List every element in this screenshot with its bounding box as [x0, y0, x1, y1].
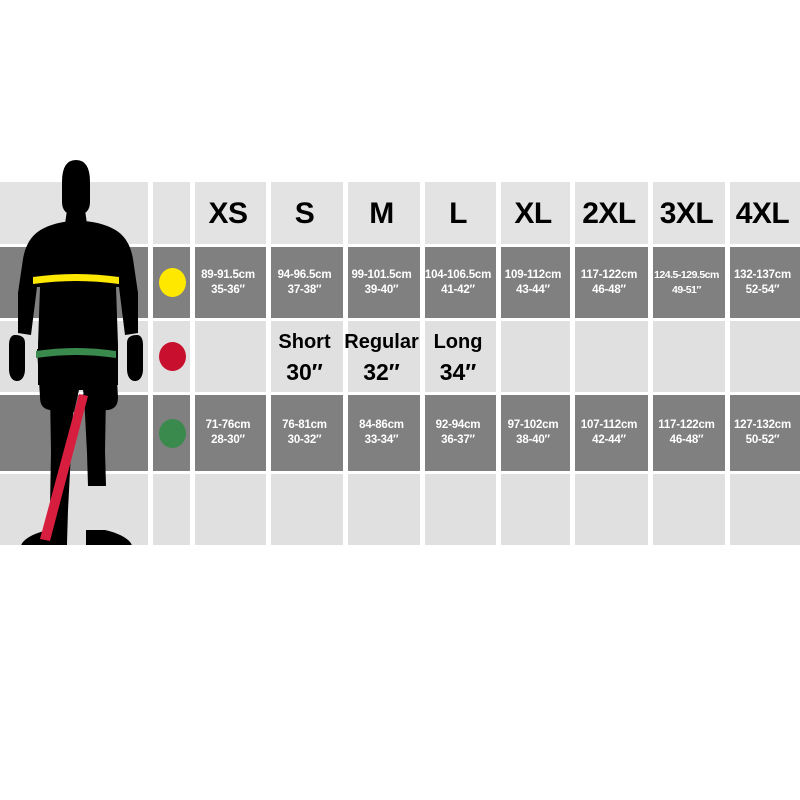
column-separator: [190, 182, 195, 545]
waist-measure-line: [36, 348, 116, 358]
chest-measure-line: [33, 274, 119, 284]
waist-cell-m: 84-86cm 33-34″: [359, 419, 404, 446]
waist-cell-s: 76-81cm 30-32″: [282, 419, 327, 446]
waist-cell-xl: 97-102cm 38-40″: [507, 419, 559, 446]
leg-length-cell-m: Regular 32″: [344, 330, 419, 385]
size-header-s: S: [294, 197, 315, 230]
row-separator: [0, 244, 800, 247]
footer-band: [0, 473, 800, 545]
leg-length-cell-3xl: [648, 320, 725, 393]
waist-cell-2xl: 107-112cm 42-44″: [580, 419, 638, 446]
chest-cell-l: 104-106.5cm 41-42″: [424, 268, 492, 296]
waist-cell-xs: 71-76cm 28-30″: [205, 419, 251, 446]
leg-length-cell-2xl: [570, 320, 648, 393]
leg-length-cell-xl: [496, 320, 570, 393]
waist-row-band: [0, 394, 800, 472]
column-separator: [343, 182, 348, 545]
leg-length-measure-line: [40, 394, 88, 541]
column-separator: [496, 182, 501, 545]
column-separator: [570, 182, 575, 545]
size-header-xs: XS: [208, 197, 248, 230]
leg-length-cell-l: Long 34″: [433, 330, 483, 385]
row-separator: [0, 318, 800, 321]
chest-row-marker-cell: [152, 246, 192, 319]
column-separator: [725, 182, 730, 545]
waist-cell-4xl: 127-132cm 50-52″: [733, 419, 792, 446]
chest-cell-4xl: 132-137cm 52-54″: [733, 268, 792, 296]
red-dot: [158, 342, 186, 371]
waist-row-marker-cell: [152, 394, 192, 472]
size-header-4xl: 4XL: [735, 197, 790, 230]
green-dot: [158, 418, 186, 448]
size-header-l: L: [449, 197, 467, 230]
leg-length-cell-4xl: [725, 320, 800, 393]
body-silhouette-figure: [0, 64, 152, 545]
leg-length-cell-xs: [190, 320, 266, 393]
chest-cell-xl: 109-112cm 43-44″: [504, 268, 562, 296]
waist-cell-l: 92-94cm 36-37″: [435, 419, 481, 446]
column-separator: [420, 182, 425, 545]
waist-cell-3xl: 117-122cm 46-48″: [658, 419, 715, 446]
row-separator: [0, 392, 800, 395]
size-header-m: M: [369, 197, 394, 230]
leg-length-cell-s: Short 30″: [278, 330, 331, 385]
column-separator: [148, 182, 153, 545]
size-chart: XS S M L XL 2XL 3XL 4XL 89-91.5cm 35-36″…: [0, 160, 800, 545]
size-header-2xl: 2XL: [582, 197, 636, 230]
yellow-dot: [158, 268, 186, 297]
size-header-3xl: 3XL: [659, 197, 714, 230]
chest-cell-2xl: 117-122cm 46-48″: [580, 268, 638, 296]
column-separator: [648, 182, 653, 545]
chest-cell-3xl: 124.5-129.5cm 49-51″: [654, 268, 719, 296]
header-band: [0, 182, 800, 245]
chest-cell-m: 99-101.5cm 39-40″: [351, 268, 412, 296]
column-separator: [266, 182, 271, 545]
leg-length-row-marker-cell: [152, 320, 192, 393]
chest-cell-xs: 89-91.5cm 35-36″: [201, 268, 255, 296]
chest-cell-s: 94-96.5cm 37-38″: [277, 268, 332, 296]
size-header-xl: XL: [514, 197, 552, 230]
row-separator: [0, 471, 800, 474]
